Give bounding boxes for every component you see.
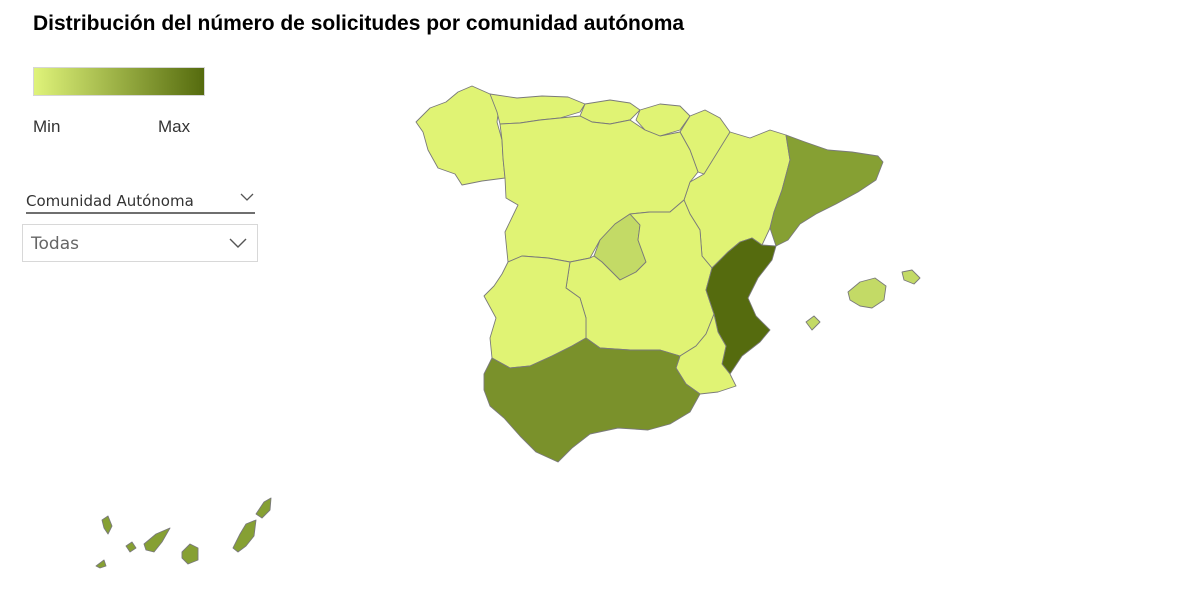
region-andalucia[interactable]: [483, 337, 701, 463]
page-title: Distribución del número de solicitudes p…: [33, 12, 685, 35]
legend-max-label: Max: [158, 117, 191, 136]
region-illes-balears-menorca[interactable]: [901, 269, 921, 285]
color-scale-legend: [33, 67, 205, 96]
region-galicia[interactable]: [415, 85, 506, 186]
region-canarias-la-palma[interactable]: [101, 515, 113, 535]
slicer-dropdown[interactable]: Todas: [22, 224, 258, 262]
region-canarias-el-hierro[interactable]: [95, 559, 107, 569]
region-illes-balears-ibiza[interactable]: [805, 315, 821, 331]
slicer-selected-value: Todas: [31, 234, 79, 254]
region-slicer: Comunidad Autónoma Todas: [22, 190, 260, 262]
region-canarias-fuerteventura[interactable]: [232, 519, 257, 553]
slicer-header-label: Comunidad Autónoma: [26, 192, 194, 210]
region-canarias-la-gomera[interactable]: [125, 541, 137, 553]
region-illes-balears[interactable]: [847, 277, 887, 309]
region-cataluna[interactable]: [769, 134, 884, 247]
region-canarias-tenerife[interactable]: [143, 527, 171, 553]
dropdown-chevron-icon[interactable]: [228, 236, 248, 250]
region-pais-vasco[interactable]: [635, 103, 691, 137]
legend-min-label: Min: [33, 117, 61, 136]
region-comunitat-valenciana[interactable]: [705, 237, 777, 375]
slicer-header[interactable]: Comunidad Autónoma: [26, 190, 255, 214]
chevron-down-icon[interactable]: [239, 190, 255, 202]
region-canarias-lanzarote[interactable]: [255, 497, 272, 519]
region-canarias-gran-canaria[interactable]: [181, 543, 199, 565]
region-asturias[interactable]: [489, 93, 586, 125]
